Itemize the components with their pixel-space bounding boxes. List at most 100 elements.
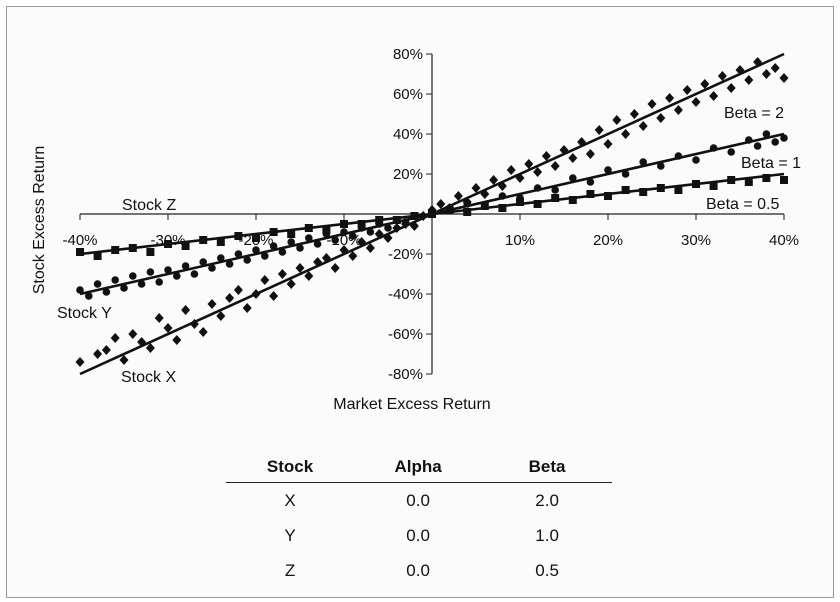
data-point-stock-x <box>709 91 719 101</box>
data-point-stock-z <box>692 180 700 188</box>
data-point-stock-z <box>111 246 120 254</box>
data-point-stock-x <box>665 93 675 103</box>
data-point-stock-y <box>146 268 155 276</box>
data-point-stock-z <box>516 198 524 206</box>
data-point-stock-y <box>137 280 146 288</box>
data-point-stock-y <box>349 232 357 240</box>
data-point-stock-x <box>207 299 217 309</box>
data-point-stock-x <box>163 323 173 333</box>
data-point-stock-x <box>128 329 138 339</box>
data-point-stock-y <box>727 148 735 156</box>
data-point-stock-z <box>480 202 489 210</box>
data-point-stock-y <box>305 234 313 242</box>
data-point-stock-y <box>155 278 163 286</box>
data-point-stock-y <box>498 192 507 200</box>
data-point-stock-x <box>585 149 595 159</box>
data-point-stock-y <box>269 242 278 250</box>
data-point-stock-x <box>612 115 622 125</box>
data-point-stock-x <box>145 343 155 353</box>
data-point-stock-y <box>674 152 683 160</box>
annotation-stock-z: Stock Z <box>122 197 176 214</box>
data-point-stock-y <box>639 158 647 166</box>
data-point-stock-x <box>93 349 103 359</box>
data-point-stock-x <box>286 279 296 289</box>
data-point-stock-z <box>199 236 208 244</box>
x-tick-label: 20% <box>593 232 623 249</box>
data-point-stock-x <box>682 85 692 95</box>
x-tick-label: -40% <box>62 232 97 249</box>
data-point-stock-x <box>770 63 780 73</box>
data-point-stock-x <box>348 251 358 261</box>
data-point-stock-y <box>692 156 700 164</box>
cell-beta: 1.0 <box>535 525 559 545</box>
data-point-stock-y <box>199 258 207 266</box>
data-point-stock-x <box>321 253 331 263</box>
data-point-stock-z <box>428 210 436 218</box>
data-point-stock-x <box>726 83 736 93</box>
data-point-stock-z <box>639 188 648 196</box>
data-point-stock-x <box>374 229 384 239</box>
data-point-stock-x <box>189 319 199 329</box>
data-point-stock-y <box>164 266 172 274</box>
y-tick-label: -60% <box>388 326 423 343</box>
data-point-stock-z <box>93 252 102 260</box>
data-point-stock-x <box>339 245 349 255</box>
data-point-stock-x <box>119 355 129 365</box>
data-point-stock-z <box>164 240 172 248</box>
data-point-stock-y <box>225 260 234 268</box>
data-point-stock-x <box>269 291 279 301</box>
data-point-stock-y <box>340 228 348 236</box>
data-point-stock-x <box>656 113 666 123</box>
data-point-stock-x <box>260 275 270 285</box>
data-point-stock-z <box>322 226 331 234</box>
data-point-stock-z <box>568 196 577 204</box>
data-point-stock-y <box>366 228 375 236</box>
data-point-stock-x <box>242 303 252 313</box>
data-point-stock-y <box>621 170 630 178</box>
data-point-stock-y <box>261 252 269 260</box>
data-point-stock-x <box>225 293 235 303</box>
cell-beta: 0.5 <box>535 560 559 580</box>
data-point-stock-y <box>604 166 612 174</box>
data-point-stock-y <box>753 142 762 150</box>
data-point-stock-x <box>357 237 367 247</box>
data-point-stock-y <box>278 248 287 256</box>
data-point-stock-x <box>365 243 375 253</box>
y-tick-label: -20% <box>388 246 423 263</box>
data-point-stock-x <box>304 271 314 281</box>
data-point-stock-x <box>735 65 745 75</box>
data-point-stock-x <box>181 305 191 315</box>
cell-stock: Z <box>284 560 296 580</box>
cell-stock: X <box>284 490 296 510</box>
data-point-stock-z <box>375 216 384 224</box>
data-point-stock-z <box>304 224 313 232</box>
data-point-stock-x <box>313 257 323 267</box>
data-point-stock-z <box>76 248 84 256</box>
data-point-stock-y <box>102 288 111 296</box>
table-row: Y 0.0 1.0 <box>226 518 612 553</box>
annotation-stock-x: Stock X <box>121 369 176 386</box>
header-alpha: Alpha <box>354 452 483 483</box>
data-point-stock-x <box>761 69 771 79</box>
annotation-stock-y: Stock Y <box>57 305 112 322</box>
data-point-stock-x <box>524 159 534 169</box>
data-point-stock-x <box>550 161 560 171</box>
header-beta: Beta <box>482 452 612 483</box>
data-point-stock-x <box>480 189 490 199</box>
data-point-stock-y <box>657 162 665 170</box>
data-point-stock-z <box>586 190 595 198</box>
data-point-stock-x <box>594 125 604 135</box>
data-point-stock-z <box>216 238 225 246</box>
data-point-stock-z <box>780 176 788 184</box>
data-point-stock-y <box>129 272 137 280</box>
data-point-stock-x <box>295 263 305 273</box>
data-point-stock-x <box>541 151 551 161</box>
data-point-stock-z <box>744 178 753 186</box>
cell-alpha: 0.0 <box>406 560 430 580</box>
data-point-stock-y <box>85 292 93 300</box>
data-point-stock-x <box>717 71 727 81</box>
data-point-stock-y <box>93 280 102 288</box>
data-point-stock-z <box>498 204 507 212</box>
data-point-stock-y <box>120 284 128 292</box>
